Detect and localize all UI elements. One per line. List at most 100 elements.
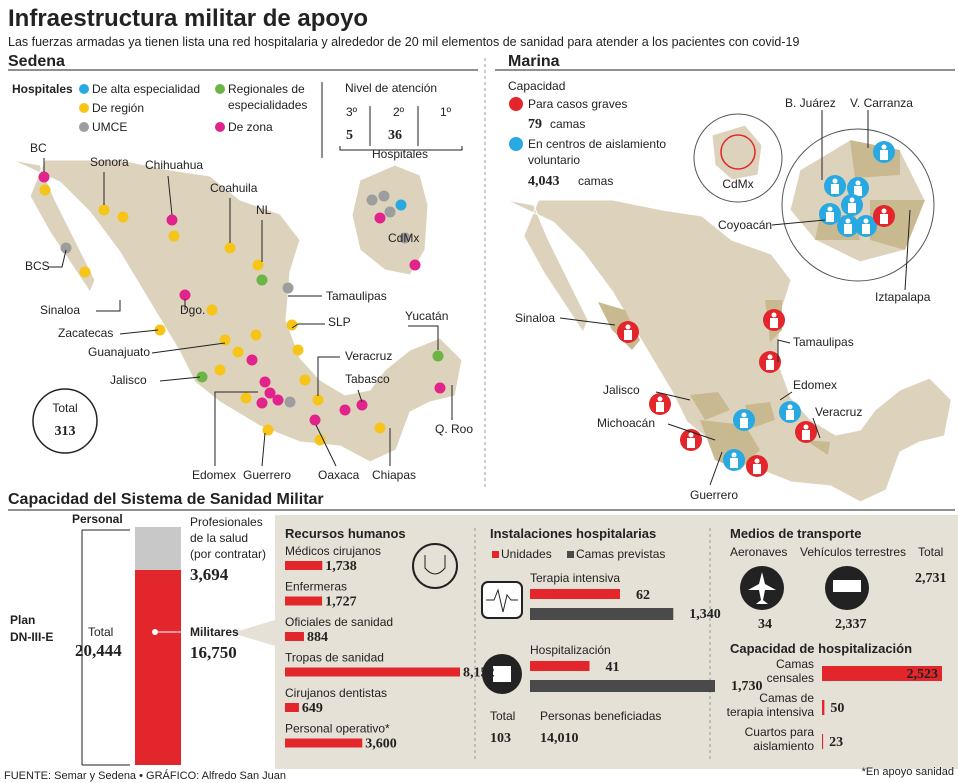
facility-bar (530, 661, 590, 671)
label: Camas previstas (576, 547, 665, 561)
label: Cirujanos dentistas (285, 686, 387, 700)
label: 36 (388, 128, 402, 143)
label: Personal (72, 512, 123, 526)
label: 14,010 (540, 731, 579, 746)
label: De región (92, 101, 144, 115)
plane-shape (748, 572, 776, 604)
label: Total (52, 401, 77, 415)
label: Q. Roo (435, 422, 473, 436)
label: Tabasco (345, 372, 390, 386)
label: CdMx (722, 177, 753, 191)
label: B. Juárez (785, 96, 836, 110)
label: Iztapalapa (875, 290, 931, 304)
label: Capacidad (508, 79, 565, 93)
label: Sinaloa (515, 311, 555, 325)
cdmx-focus (720, 134, 756, 170)
label: FUENTE: Semar y Sedena • GRÁFICO: Alfred… (4, 769, 286, 782)
label: 649 (302, 701, 323, 716)
facility-bar (530, 680, 715, 692)
label: 1,730 (731, 679, 763, 694)
label: 103 (490, 731, 511, 746)
label: V. Carranza (850, 96, 913, 110)
icon-body (831, 184, 839, 194)
label: 23 (829, 735, 843, 750)
label: 1,738 (325, 559, 357, 574)
label: Sedena (8, 53, 65, 70)
icon-body (730, 458, 738, 468)
icon-body (687, 438, 695, 448)
label: Guanajuato (88, 345, 150, 359)
label: Camas (776, 657, 814, 671)
label: 34 (758, 617, 772, 632)
label: 62 (636, 588, 650, 603)
icon-head (688, 432, 694, 438)
label: Total (88, 625, 113, 639)
cdmx-inset-sedena (351, 164, 429, 276)
label: Capacidad de hospitalización (730, 641, 912, 656)
label: 2,337 (835, 617, 867, 632)
label: 3º (346, 105, 358, 119)
icon-body (880, 214, 888, 224)
label: 313 (55, 424, 76, 439)
label: Vehículos terrestres (800, 545, 906, 559)
label: Veracruz (345, 349, 392, 363)
label: Veracruz (815, 405, 862, 419)
facility-bar (530, 608, 674, 620)
label: De zona (228, 120, 273, 134)
hr-bar (285, 667, 460, 677)
label: Tropas de sanidad (285, 651, 384, 665)
label: Total (918, 545, 943, 559)
hr-bar (285, 632, 304, 641)
label: Zacatecas (58, 326, 113, 340)
icon-head (803, 424, 809, 430)
bracket (339, 146, 463, 151)
label: UMCE (92, 120, 127, 134)
hr-bar (285, 703, 299, 712)
label: Chihuahua (145, 158, 203, 172)
icon-head (881, 208, 887, 214)
label: Guerrero (243, 468, 291, 482)
label: Infraestructura militar de apoyo (8, 5, 368, 32)
icon-body (656, 402, 664, 412)
icon-head (863, 218, 869, 224)
stethoscope-icon (412, 543, 458, 589)
label: Enfermeras (285, 580, 347, 594)
label: Tamaulipas (793, 335, 854, 349)
label: terapia intensiva (727, 705, 815, 719)
marina-leaders (559, 110, 911, 486)
label: aislamiento (753, 739, 814, 753)
label: camas (550, 117, 585, 131)
icon-body (862, 224, 870, 234)
icon-body (786, 410, 794, 420)
label: 3,694 (190, 565, 229, 584)
label: 79 (528, 117, 542, 132)
icon-head (845, 218, 851, 224)
label: BC (30, 141, 47, 155)
total-circle (32, 388, 98, 454)
label: Personal operativo* (285, 722, 390, 736)
icon-head (657, 396, 663, 402)
label: 2,523 (907, 667, 939, 682)
hr-bar (285, 596, 323, 606)
label: Oaxaca (318, 468, 360, 482)
label: Hospitalización (530, 643, 611, 657)
personal-segment (135, 527, 181, 571)
label: 884 (307, 630, 328, 645)
icon-head (767, 354, 773, 360)
label: 5 (346, 128, 353, 143)
label: Medios de transporte (730, 526, 861, 541)
label: 50 (830, 701, 844, 716)
panel-pointer (232, 620, 275, 646)
label: Jalisco (603, 383, 640, 397)
label: Yucatán (405, 309, 448, 323)
label: *En apoyo sanidad (862, 766, 954, 778)
icon-body (770, 318, 778, 328)
label: De alta especialidad (92, 82, 200, 96)
label: Jalisco (110, 373, 147, 387)
label: 2,731 (915, 571, 947, 586)
icon-head (771, 312, 777, 318)
personal-segment (135, 570, 181, 765)
label: Terapia intensiva (530, 571, 620, 585)
label: Capacidad del Sistema de Sanidad Militar (8, 491, 324, 508)
label: Dgo. (180, 303, 205, 317)
